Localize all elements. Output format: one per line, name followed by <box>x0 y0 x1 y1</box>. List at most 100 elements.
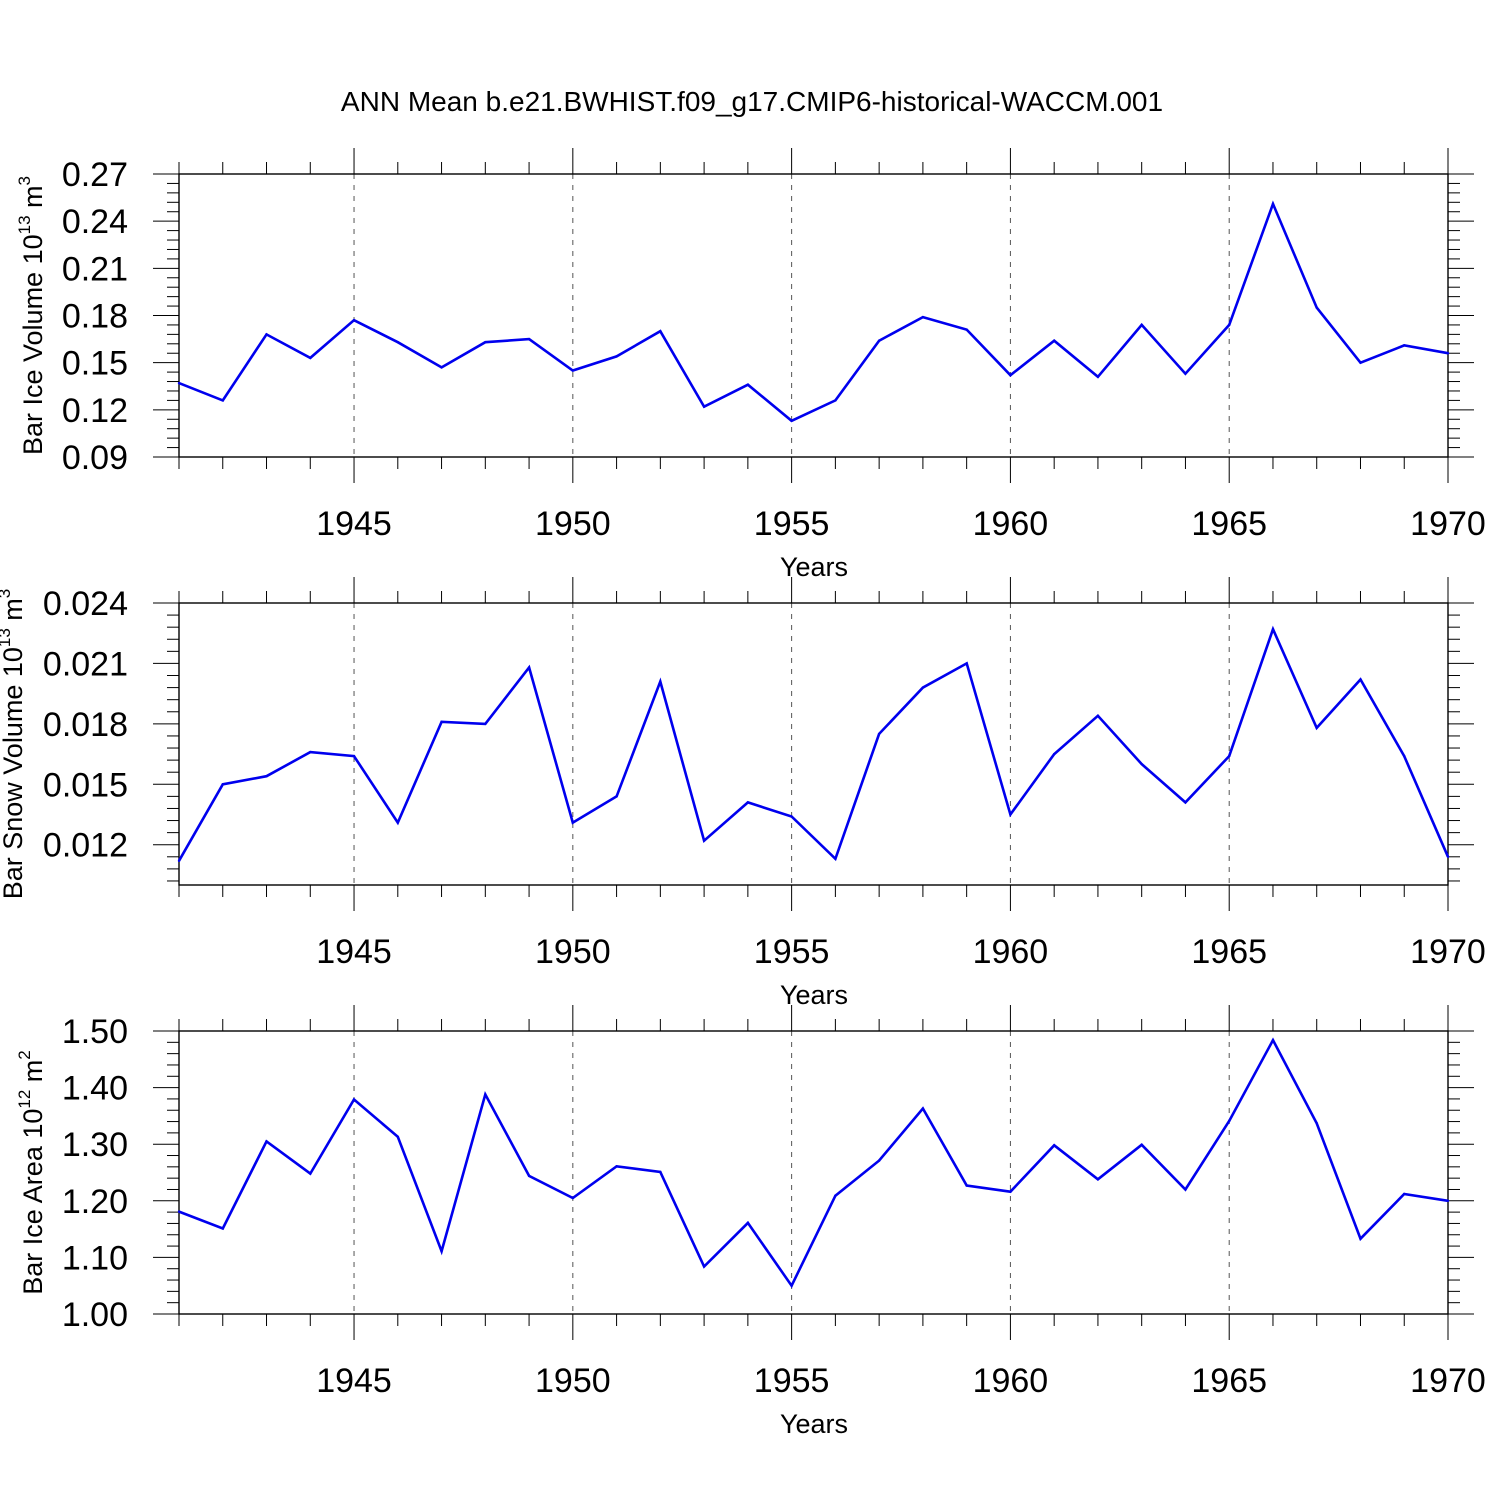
y-tick-label: 1.30 <box>62 1126 128 1164</box>
data-point <box>965 1184 968 1187</box>
data-point <box>1052 339 1056 342</box>
data-point <box>877 339 881 342</box>
data-point <box>1228 323 1231 327</box>
data-point <box>1009 813 1012 816</box>
y-axis-label-unit: m <box>18 1060 48 1090</box>
y-tick-label: 0.24 <box>62 203 128 241</box>
x-tick-label: 1970 <box>1410 505 1486 543</box>
data-point <box>1403 1192 1406 1196</box>
series-line <box>178 200 1449 423</box>
data-point <box>1315 726 1318 730</box>
data-point <box>396 341 399 344</box>
y-tick-label: 1.40 <box>62 1070 128 1108</box>
data-point <box>1315 306 1318 309</box>
data-point <box>177 381 181 385</box>
x-tick-label: 1965 <box>1191 933 1267 971</box>
data-point <box>834 857 837 861</box>
y-tick-label: 0.015 <box>43 766 128 804</box>
y-tick-label: 0.012 <box>43 827 128 865</box>
data-point <box>352 754 356 758</box>
data-point <box>702 405 706 408</box>
y-axis-label: Bar Snow Volume 1013 m3 <box>0 589 28 900</box>
data-point <box>352 1098 356 1101</box>
x-tick-label: 1955 <box>754 1362 830 1400</box>
data-point <box>877 732 881 736</box>
y-tick-label: 0.024 <box>43 585 128 623</box>
chart-panel-1: 0.09 0.12 0.15 0.18 0.21 0.24 0.27 1945 1950 1955… <box>15 148 1486 582</box>
x-axis-label: Years <box>780 552 848 582</box>
series-line <box>178 1037 1449 1289</box>
data-point <box>527 1174 531 1178</box>
x-tick-label: 1955 <box>754 505 830 543</box>
data-point <box>440 720 443 724</box>
data-point <box>221 783 224 786</box>
y-tick-label: 0.27 <box>62 156 128 194</box>
y-axis-label-exponent: 13 <box>0 628 14 647</box>
panels: 0.09 0.12 0.15 0.18 0.21 0.24 0.27 1945 1950 1955… <box>0 148 1486 1439</box>
data-point <box>1315 1122 1318 1125</box>
y-tick-label: 1.20 <box>62 1183 128 1221</box>
y-tick-label: 0.018 <box>43 706 128 744</box>
data-point <box>177 1210 181 1213</box>
y-axis-label-unit-exponent: 3 <box>0 589 14 598</box>
x-tick-label: 1965 <box>1191 505 1267 543</box>
data-point <box>1359 361 1362 364</box>
data-point <box>1271 202 1275 206</box>
data-point <box>221 1227 224 1230</box>
data-point <box>1140 1143 1143 1146</box>
y-tick-label: 1.00 <box>62 1296 128 1334</box>
x-tick-label: 1960 <box>973 505 1049 543</box>
data-point <box>1446 855 1450 858</box>
y-axis-label-text: Bar Snow Volume 10 <box>0 647 28 899</box>
data-point <box>571 821 575 824</box>
data-point <box>396 1135 399 1139</box>
data-point <box>1140 762 1143 766</box>
y-tick-label: 0.12 <box>62 392 128 430</box>
data-point <box>1052 752 1056 756</box>
y-axis-label-unit-exponent: 3 <box>15 176 34 185</box>
y-axis-label-text: Bar Ice Volume 10 <box>18 234 48 455</box>
data-point <box>659 330 662 333</box>
data-point <box>309 356 312 360</box>
y-axis-label-text: Bar Ice Area 10 <box>18 1109 48 1295</box>
data-point <box>571 1196 575 1200</box>
data-point <box>1446 352 1450 355</box>
data-point <box>309 750 312 754</box>
data-point <box>1271 1038 1275 1042</box>
x-tick-label: 1950 <box>535 1362 611 1400</box>
data-point <box>265 333 268 336</box>
series-line <box>177 625 1450 862</box>
data-point <box>965 328 968 331</box>
data-point <box>1096 714 1100 717</box>
x-tick-label: 1965 <box>1191 1362 1267 1400</box>
data-point <box>1009 374 1012 377</box>
y-axis-label-unit: m <box>0 598 28 628</box>
chart-panel-2: 0.012 0.015 0.018 0.021 0.024 1945 1950 1955 196… <box>0 577 1486 1010</box>
data-point <box>1184 801 1187 804</box>
data-point <box>921 315 925 319</box>
data-point <box>1009 1190 1012 1193</box>
data-point <box>965 662 968 665</box>
x-axis-label: Years <box>780 1409 848 1439</box>
data-point <box>1359 678 1362 681</box>
data-point <box>309 1172 312 1175</box>
y-tick-label: 1.50 <box>62 1013 128 1051</box>
data-point <box>615 1165 618 1168</box>
y-tick-label: 1.10 <box>62 1239 128 1277</box>
data-point <box>527 337 531 341</box>
data-point <box>1140 323 1143 327</box>
data-point <box>1096 1178 1100 1181</box>
chart-title: ANN Mean b.e21.BWHIST.f09_g17.CMIP6-hist… <box>341 86 1163 117</box>
data-point <box>834 399 837 402</box>
data-point <box>702 1265 706 1268</box>
x-tick-label: 1960 <box>973 1362 1049 1400</box>
plot-frame <box>178 1030 1449 1315</box>
data-point <box>265 1140 268 1143</box>
data-point <box>484 722 487 726</box>
data-point <box>746 801 750 804</box>
y-tick-label: 0.21 <box>62 250 128 288</box>
data-point <box>1184 372 1187 375</box>
data-point <box>615 355 618 358</box>
